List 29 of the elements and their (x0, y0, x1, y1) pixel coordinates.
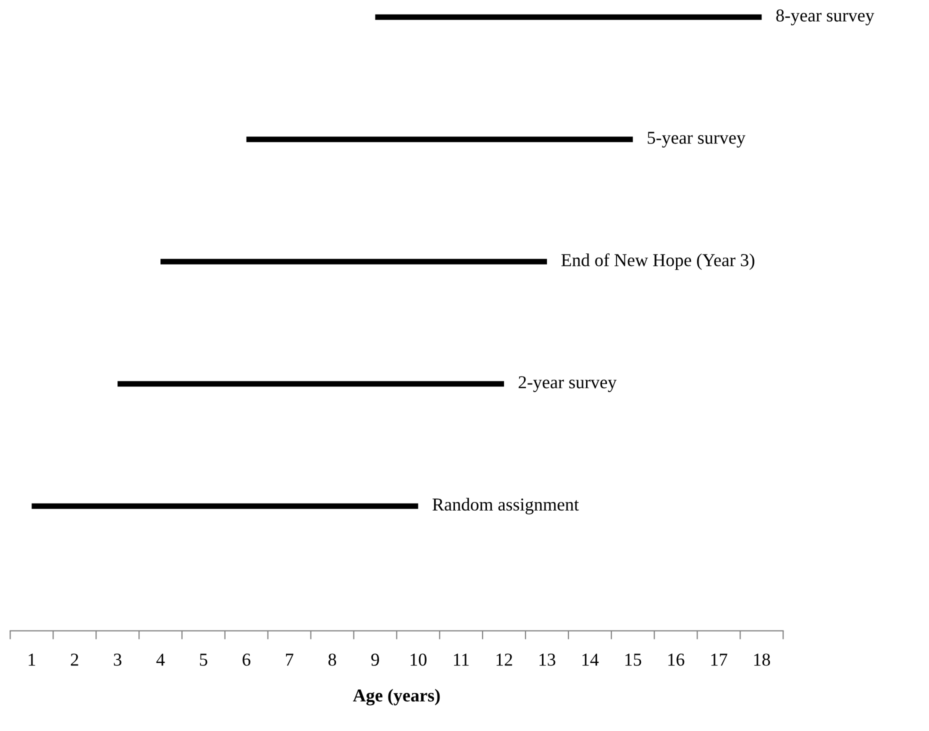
y-tick-label: 8-year survey (776, 9, 874, 26)
x-axis-title: Age (years) (352, 688, 440, 706)
x-tick-label: 1 (28, 654, 36, 666)
x-tick-label: 3 (114, 654, 122, 666)
x-tick-label: 10 (410, 654, 426, 666)
y-tick-label: Random assignment (432, 498, 579, 514)
x-tick-label: 8 (328, 654, 336, 666)
y-tick-label: End of New Hope (Year 3) (561, 253, 754, 270)
bar (32, 503, 418, 509)
x-tick-label: 9 (371, 654, 379, 666)
x-tick-label: 13 (540, 654, 556, 666)
bar (375, 14, 762, 20)
x-tick-label: 15 (625, 654, 642, 666)
bar (160, 258, 547, 264)
x-tick-label: 5 (200, 654, 208, 666)
bar (246, 136, 633, 142)
x-tick-label: 2 (70, 654, 78, 666)
x-tick-label: 18 (754, 654, 770, 666)
x-tick-label: 6 (242, 654, 250, 666)
y-tick-label: 5-year survey (648, 132, 746, 148)
x-tick-label: 14 (582, 654, 599, 666)
x-tick-label: 4 (156, 654, 165, 666)
x-tick-label: 16 (668, 654, 684, 666)
x-tick-label: 7 (286, 654, 294, 666)
y-tick-label: 2-year survey (518, 376, 617, 392)
x-tick-label: 12 (496, 654, 512, 666)
x-tick-label: 17 (711, 654, 728, 666)
bar (118, 381, 504, 387)
x-tick-label: 11 (454, 654, 469, 666)
